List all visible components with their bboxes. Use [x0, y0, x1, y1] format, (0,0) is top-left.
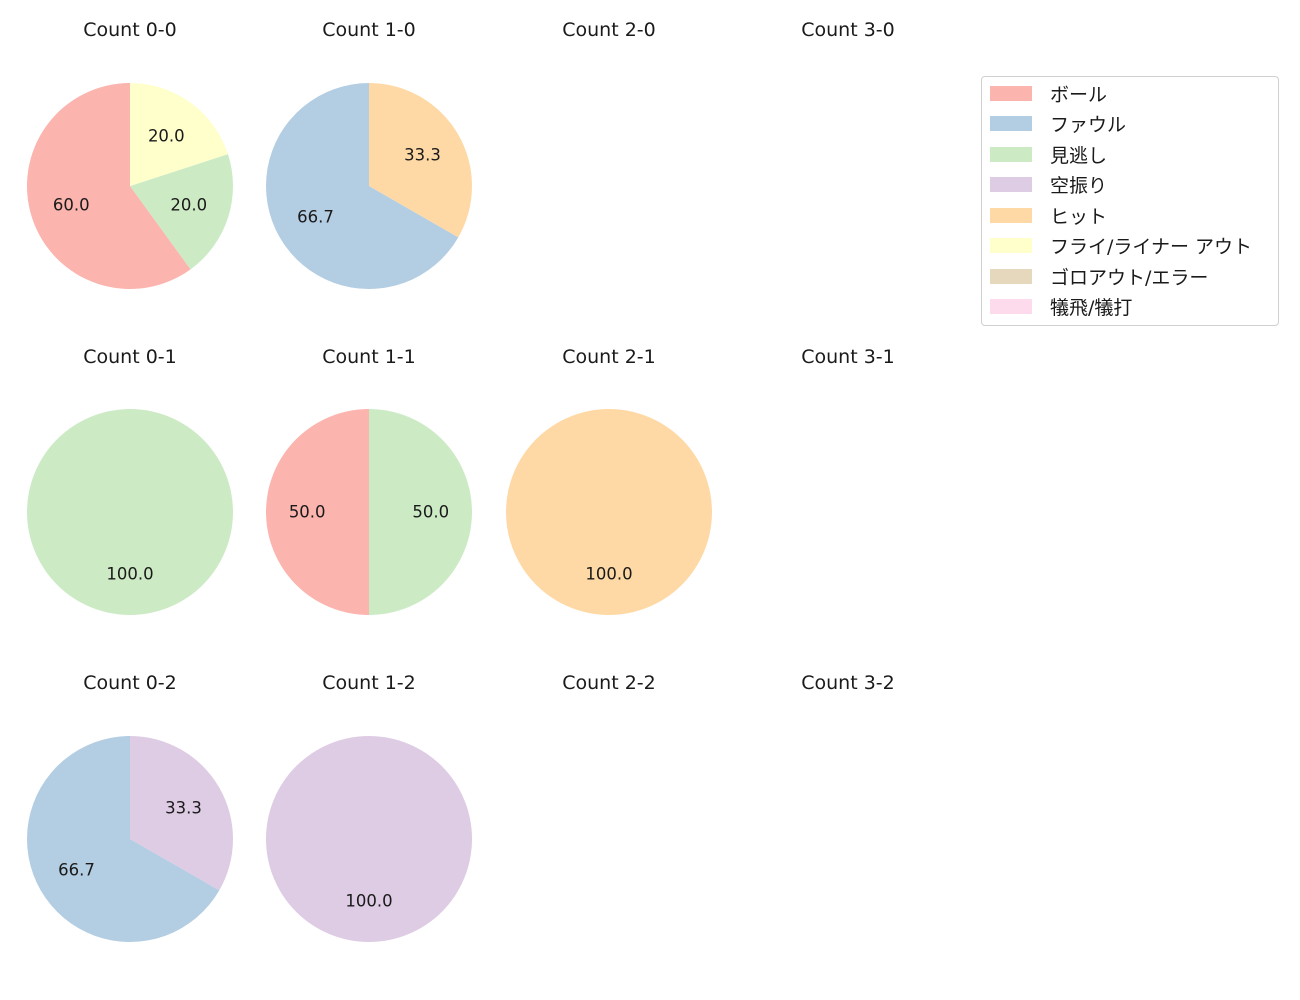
legend-item: ボール [990, 81, 1108, 106]
legend-swatch-icon [990, 207, 1032, 223]
pie-slice [369, 83, 473, 238]
slice-percent-label: 33.3 [404, 146, 441, 165]
subplot-title: Count 3-2 [801, 672, 895, 694]
subplot-title: Count 1-0 [322, 19, 416, 41]
legend-swatch-icon [990, 299, 1032, 314]
pie-subplot: Count 2-1 100.0 [506, 346, 712, 615]
slice-percent-label: 66.7 [297, 207, 334, 226]
legend-item: 見逃し [990, 142, 1108, 167]
pie-slice [27, 409, 233, 615]
subplot-title: Count 3-1 [801, 346, 895, 368]
legend-swatch-icon [990, 116, 1032, 131]
legend-item: ファウル [990, 112, 1126, 136]
legend-swatch-icon [990, 268, 1032, 284]
pie-slice [130, 154, 234, 270]
legend-label: ゴロアウト/エラー [1050, 266, 1209, 289]
slice-percent-label: 20.0 [148, 127, 185, 146]
pie-subplot: Count 3-2 [801, 672, 895, 694]
legend-label: ボール [1050, 83, 1108, 106]
subplot-title: Count 3-0 [801, 19, 895, 41]
pie-subplot: Count 0-0 60.0 20.0 20.0 [26, 19, 234, 289]
legend-label: フライ/ライナー アウト [1050, 236, 1253, 258]
legend-item: フライ/ライナー アウト [990, 234, 1252, 258]
legend-item: 犠飛/犠打 [990, 295, 1132, 319]
pie-slice [266, 736, 472, 942]
slice-percent-label: 66.7 [58, 860, 95, 879]
legend-label: 見逃し [1050, 144, 1108, 167]
pie-slice [26, 83, 191, 289]
pie-subplot: Count 2-2 [562, 672, 656, 694]
pie-slice [26, 736, 220, 942]
legend-item: ヒット [990, 203, 1108, 228]
pie-slice [506, 409, 712, 615]
pie-slice [369, 409, 472, 615]
slice-percent-label: 33.3 [165, 799, 202, 818]
pie-subplot: Count 1-0 66.7 33.3 [266, 19, 473, 289]
slice-percent-label: 50.0 [412, 503, 449, 522]
pie-slice [130, 83, 228, 186]
slice-percent-label: 50.0 [289, 503, 326, 522]
pie-subplot: Count 1-2 100.0 [266, 672, 472, 942]
pie-subplot: Count 1-1 50.0 50.0 [266, 346, 472, 615]
legend-swatch-icon [990, 85, 1032, 101]
slice-percent-label: 60.0 [53, 196, 90, 215]
pie-slice [266, 83, 459, 289]
subplot-title: Count 0-1 [83, 346, 177, 368]
subplot-title: Count 2-1 [562, 346, 656, 368]
pie-subplot: Count 2-0 [562, 19, 656, 41]
subplot-title: Count 0-0 [83, 19, 177, 41]
legend-swatch-icon [990, 238, 1032, 253]
subplot-title: Count 2-0 [562, 19, 656, 41]
pie-slice [266, 409, 369, 615]
slice-percent-label: 20.0 [170, 196, 207, 215]
legend-item: ゴロアウト/エラー [990, 264, 1209, 289]
subplot-title: Count 0-2 [83, 672, 177, 694]
pie-slice [130, 736, 233, 891]
subplot-title: Count 1-2 [322, 672, 416, 694]
pie-subplot: Count 0-1 100.0 [27, 346, 233, 615]
pie-subplot: Count 3-0 [801, 19, 895, 41]
legend-swatch-icon [990, 146, 1032, 162]
slice-percent-label: 100.0 [585, 564, 632, 583]
slice-percent-label: 100.0 [106, 564, 153, 583]
legend-swatch-icon [990, 177, 1032, 192]
legend-label: ファウル [1050, 114, 1127, 136]
legend-label: 空振り [1050, 175, 1108, 197]
legend-label: 犠飛/犠打 [1050, 297, 1133, 319]
pie-subplot: Count 0-2 66.7 33.3 [26, 672, 233, 942]
slice-percent-label: 100.0 [345, 891, 392, 910]
legend-item: 空振り [990, 173, 1107, 197]
subplot-title: Count 2-2 [562, 672, 656, 694]
subplot-title: Count 1-1 [322, 346, 416, 368]
pie-subplot: Count 3-1 [801, 346, 895, 368]
legend: ボールファウル見逃し空振りヒットフライ/ライナー アウト ゴロアウト/エラー 犠飛/… [981, 76, 1279, 326]
legend-label: ヒット [1050, 205, 1108, 228]
